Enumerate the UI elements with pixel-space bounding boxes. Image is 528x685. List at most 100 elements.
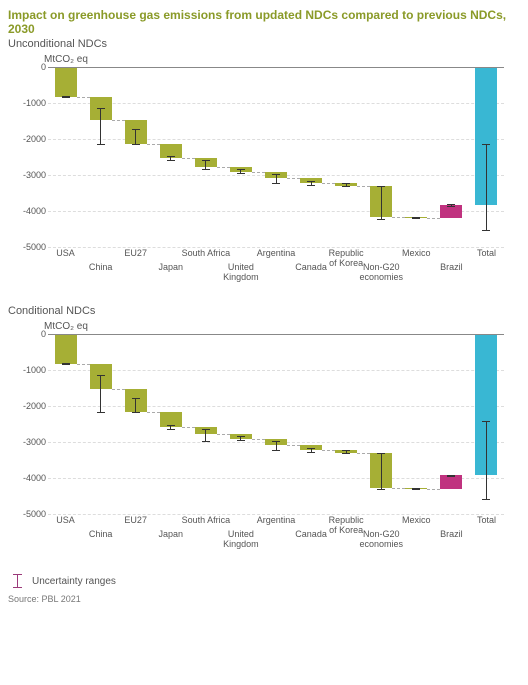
y-tick: -5000 (12, 242, 46, 252)
x-label-total: Total (477, 249, 496, 259)
x-label-japan: Japan (159, 530, 184, 540)
error-cap (237, 169, 245, 170)
error-cap (132, 398, 140, 399)
step-connector (287, 178, 300, 179)
error-cap (307, 185, 315, 186)
x-label-uk: UnitedKingdom (223, 530, 259, 550)
x-label-usa: USA (56, 516, 75, 526)
step-connector (217, 434, 230, 435)
y-tick: -4000 (12, 473, 46, 483)
y-tick: -1000 (12, 365, 46, 375)
x-label-china: China (89, 263, 113, 273)
error-cap (342, 453, 350, 454)
step-connector (357, 186, 370, 187)
x-label-canada: Canada (295, 530, 327, 540)
plot-area (48, 67, 504, 248)
y-axis-label: MtCO₂ eq (44, 321, 520, 332)
error-bar (276, 174, 277, 183)
error-cap (272, 450, 280, 451)
error-bar (205, 160, 206, 169)
source-text: Source: PBL 2021 (8, 594, 520, 604)
y-tick: -4000 (12, 206, 46, 216)
y-tick: 0 (12, 62, 46, 72)
x-label-mexico: Mexico (402, 249, 431, 259)
error-cap (377, 186, 385, 187)
error-cap (342, 183, 350, 184)
error-cap (167, 160, 175, 161)
x-label-eu27: EU27 (124, 249, 147, 259)
step-connector (427, 218, 440, 219)
error-cap (482, 499, 490, 500)
x-label-south_africa: South Africa (182, 249, 231, 259)
error-cap (377, 489, 385, 490)
step-connector (112, 389, 125, 390)
step-connector (322, 183, 335, 184)
x-label-mexico: Mexico (402, 516, 431, 526)
chart-subtitle: Unconditional NDCs (8, 38, 520, 50)
error-bar (135, 129, 136, 143)
y-tick: -5000 (12, 509, 46, 519)
step-connector (182, 158, 195, 159)
step-connector (147, 144, 160, 145)
uncertainty-icon (12, 574, 24, 588)
x-labels: USAChinaEU27JapanSouth AfricaUnitedKingd… (48, 516, 504, 564)
x-label-japan: Japan (159, 263, 184, 273)
chart-subtitle: Conditional NDCs (8, 305, 520, 317)
step-connector (287, 445, 300, 446)
error-cap (447, 476, 455, 477)
step-connector (147, 412, 160, 413)
y-tick: -2000 (12, 401, 46, 411)
error-cap (237, 436, 245, 437)
step-connector (357, 453, 370, 454)
error-cap (132, 144, 140, 145)
error-bar (486, 421, 487, 498)
x-label-total: Total (477, 516, 496, 526)
error-cap (307, 452, 315, 453)
error-cap (272, 174, 280, 175)
x-label-south_africa: South Africa (182, 516, 231, 526)
error-cap (412, 218, 420, 219)
step-connector (77, 97, 90, 98)
error-bar (100, 108, 101, 144)
step-connector (182, 427, 195, 428)
error-cap (237, 173, 245, 174)
error-cap (377, 219, 385, 220)
error-cap (62, 97, 70, 98)
error-cap (342, 186, 350, 187)
error-cap (482, 421, 490, 422)
bar-usa (55, 68, 77, 97)
y-tick: -2000 (12, 134, 46, 144)
step-connector (217, 167, 230, 168)
step-connector (427, 489, 440, 490)
error-bar (381, 453, 382, 489)
error-cap (132, 412, 140, 413)
error-cap (447, 206, 455, 207)
legend-label: Uncertainty ranges (32, 576, 116, 587)
bar-brazil (440, 475, 462, 488)
step-connector (252, 439, 265, 440)
step-connector (77, 364, 90, 365)
x-label-korea: Republicof Korea (329, 249, 364, 269)
x-labels: USAChinaEU27JapanSouth AfricaUnitedKingd… (48, 249, 504, 297)
error-bar (135, 398, 136, 412)
error-bar (381, 186, 382, 219)
bar-usa (55, 335, 77, 364)
step-connector (112, 120, 125, 121)
x-label-argentina: Argentina (257, 516, 296, 526)
legend: Uncertainty ranges (12, 574, 520, 588)
error-cap (272, 183, 280, 184)
error-bar (276, 441, 277, 450)
charts-container: Unconditional NDCsMtCO₂ eq0-1000-2000-30… (8, 38, 520, 564)
error-bar (205, 429, 206, 442)
error-cap (202, 169, 210, 170)
error-cap (482, 144, 490, 145)
error-bar (100, 375, 101, 413)
x-label-brazil: Brazil (440, 263, 463, 273)
x-label-non_g20: Non-G20economies (359, 263, 403, 283)
y-tick: -1000 (12, 98, 46, 108)
x-label-canada: Canada (295, 263, 327, 273)
chart-1: 0-1000-2000-3000-4000-5000USAChinaEU27Ja… (8, 334, 508, 564)
error-cap (237, 440, 245, 441)
error-cap (97, 375, 105, 376)
step-connector (392, 217, 405, 218)
